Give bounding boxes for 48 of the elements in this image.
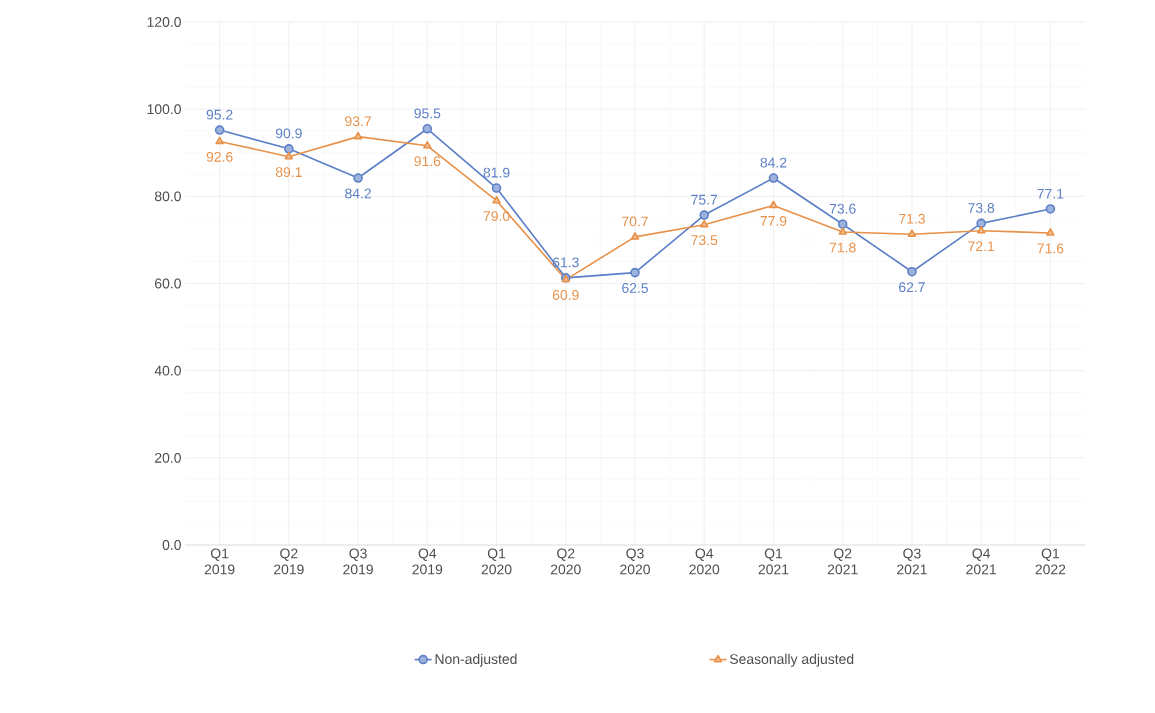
data-label: 70.7: [622, 216, 648, 227]
x-tick-label: Q4 2019: [412, 548, 443, 575]
x-tick-label: Q3 2019: [343, 548, 373, 575]
y-tick-label: 20.0: [155, 452, 181, 463]
data-label: 62.5: [622, 283, 648, 293]
x-tick-label: Q2 2019: [274, 548, 304, 575]
data-label: 91.6: [414, 156, 441, 167]
y-tick-label: 120.0: [147, 17, 181, 27]
legend-label: Seasonally adjusted: [729, 653, 854, 667]
data-label: 77.9: [760, 215, 787, 226]
data-label: 81.9: [483, 167, 510, 178]
y-tick-label: 60.0: [155, 278, 181, 289]
data-label: 61.3: [552, 257, 579, 268]
data-label: 84.2: [760, 157, 787, 168]
data-label: 77.1: [1037, 188, 1064, 199]
x-tick-label: Q1 2020: [481, 548, 512, 575]
data-label: 71.3: [899, 213, 925, 224]
x-tick-label: Q1 2019: [204, 548, 235, 575]
data-label: 79.0: [483, 211, 510, 222]
x-tick-label: Q2 2020: [550, 548, 581, 575]
data-label: 71.8: [829, 242, 856, 253]
legend-label: Non-adjusted: [435, 653, 517, 667]
x-tick-label: Q3 2020: [620, 548, 650, 575]
y-tick-label: 100.0: [147, 104, 181, 115]
x-tick-label: Q3 2021: [897, 548, 927, 575]
data-label: 95.5: [414, 108, 441, 119]
data-label: 84.2: [345, 188, 371, 199]
x-tick-label: Q1 2022: [1035, 548, 1066, 575]
x-tick-label: Q4 2021: [966, 548, 996, 575]
data-label: 73.5: [691, 235, 718, 246]
x-tick-label: Q4 2020: [689, 548, 720, 575]
y-tick-label: 40.0: [154, 365, 181, 376]
data-label: 73.6: [829, 203, 856, 214]
data-label: 93.7: [345, 116, 371, 127]
data-label: 92.6: [206, 151, 233, 162]
y-tick-label: 0.0: [162, 540, 181, 550]
x-tick-label: Q2 2021: [827, 548, 858, 575]
x-tick-label: Q1 2021: [758, 548, 789, 575]
data-label: 62.7: [899, 282, 925, 293]
data-label: 90.9: [275, 128, 302, 139]
data-label: 73.8: [968, 202, 995, 213]
y-tick-label: 80.0: [154, 191, 181, 202]
data-label: 89.1: [275, 167, 302, 178]
data-label: 95.2: [206, 109, 233, 120]
data-label: 72.1: [968, 241, 995, 251]
data-label: 60.9: [552, 290, 579, 300]
data-label: 75.7: [691, 194, 718, 205]
data-label: 71.6: [1037, 243, 1064, 254]
